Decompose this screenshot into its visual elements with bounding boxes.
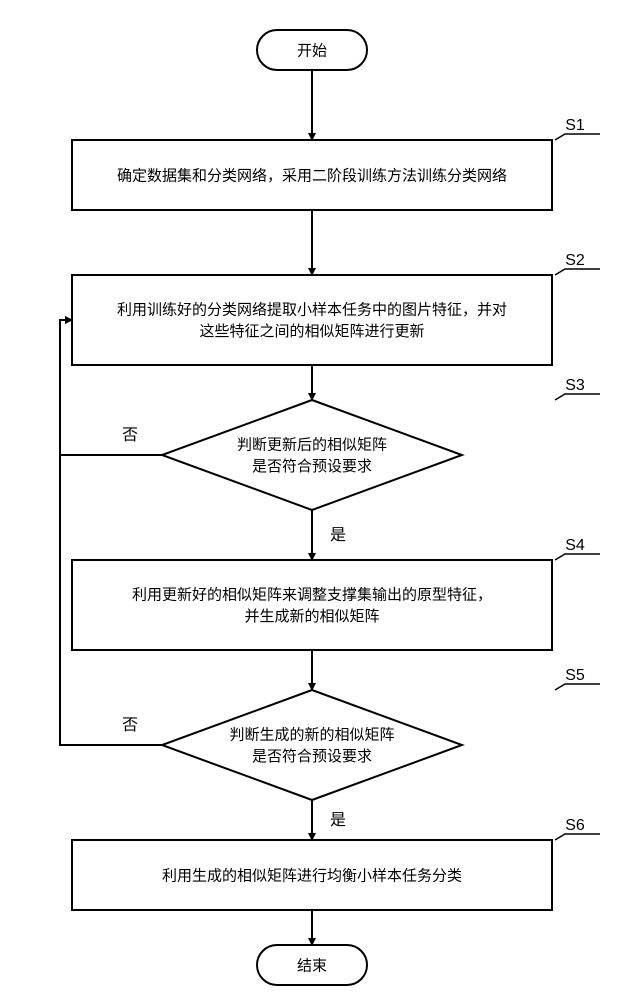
- node-s6: 利用生成的相似矩阵进行均衡小样本任务分类: [72, 840, 552, 910]
- step-tick-S3: [555, 394, 600, 400]
- svg-text:结束: 结束: [297, 957, 327, 974]
- node-s4: 利用更新好的相似矩阵来调整支撑集输出的原型特征，并生成新的相似矩阵: [72, 560, 552, 650]
- loop-label-s3: 否: [122, 427, 138, 444]
- step-tick-S6: [555, 834, 600, 840]
- loop-label-s5: 否: [122, 717, 138, 734]
- edge-label-s5-s6: 是: [330, 812, 346, 829]
- svg-text:利用训练好的分类网络提取小样本任务中的图片特征，并对这些特征: 利用训练好的分类网络提取小样本任务中的图片特征，并对这些特征之间的相似矩阵进行更…: [117, 301, 507, 340]
- loop-s5-s2: [60, 320, 162, 745]
- svg-text:判断更新后的相似矩阵是否符合预设要求: 判断更新后的相似矩阵是否符合预设要求: [237, 436, 387, 475]
- step-label-S6: S6: [565, 817, 585, 834]
- step-label-S2: S2: [565, 252, 585, 269]
- step-tick-S1: [555, 134, 600, 140]
- step-label-S1: S1: [565, 117, 585, 134]
- svg-text:开始: 开始: [297, 42, 327, 59]
- node-s2: 利用训练好的分类网络提取小样本任务中的图片特征，并对这些特征之间的相似矩阵进行更…: [72, 275, 552, 365]
- node-start: 开始: [257, 30, 367, 70]
- step-label-S4: S4: [565, 537, 585, 554]
- step-tick-S5: [555, 684, 600, 690]
- step-label-S5: S5: [565, 667, 585, 684]
- svg-text:利用更新好的相似矩阵来调整支撑集输出的原型特征，并生成新的相: 利用更新好的相似矩阵来调整支撑集输出的原型特征，并生成新的相似矩阵: [132, 586, 492, 625]
- step-tick-S2: [555, 269, 600, 275]
- flowchart-canvas: 开始确定数据集和分类网络，采用二阶段训练方法训练分类网络利用训练好的分类网络提取…: [0, 0, 624, 1000]
- step-label-S3: S3: [565, 377, 585, 394]
- node-s3: 判断更新后的相似矩阵是否符合预设要求: [162, 400, 462, 510]
- svg-text:判断生成的新的相似矩阵是否符合预设要求: 判断生成的新的相似矩阵是否符合预设要求: [229, 726, 394, 765]
- node-s1: 确定数据集和分类网络，采用二阶段训练方法训练分类网络: [72, 140, 552, 210]
- edge-label-s3-s4: 是: [330, 527, 346, 544]
- node-end: 结束: [257, 945, 367, 985]
- svg-text:确定数据集和分类网络，采用二阶段训练方法训练分类网络: 确定数据集和分类网络，采用二阶段训练方法训练分类网络: [117, 167, 507, 184]
- node-s5: 判断生成的新的相似矩阵是否符合预设要求: [162, 690, 462, 800]
- step-tick-S4: [555, 554, 600, 560]
- loop-s3-s2: [60, 320, 162, 455]
- svg-text:利用生成的相似矩阵进行均衡小样本任务分类: 利用生成的相似矩阵进行均衡小样本任务分类: [162, 867, 462, 884]
